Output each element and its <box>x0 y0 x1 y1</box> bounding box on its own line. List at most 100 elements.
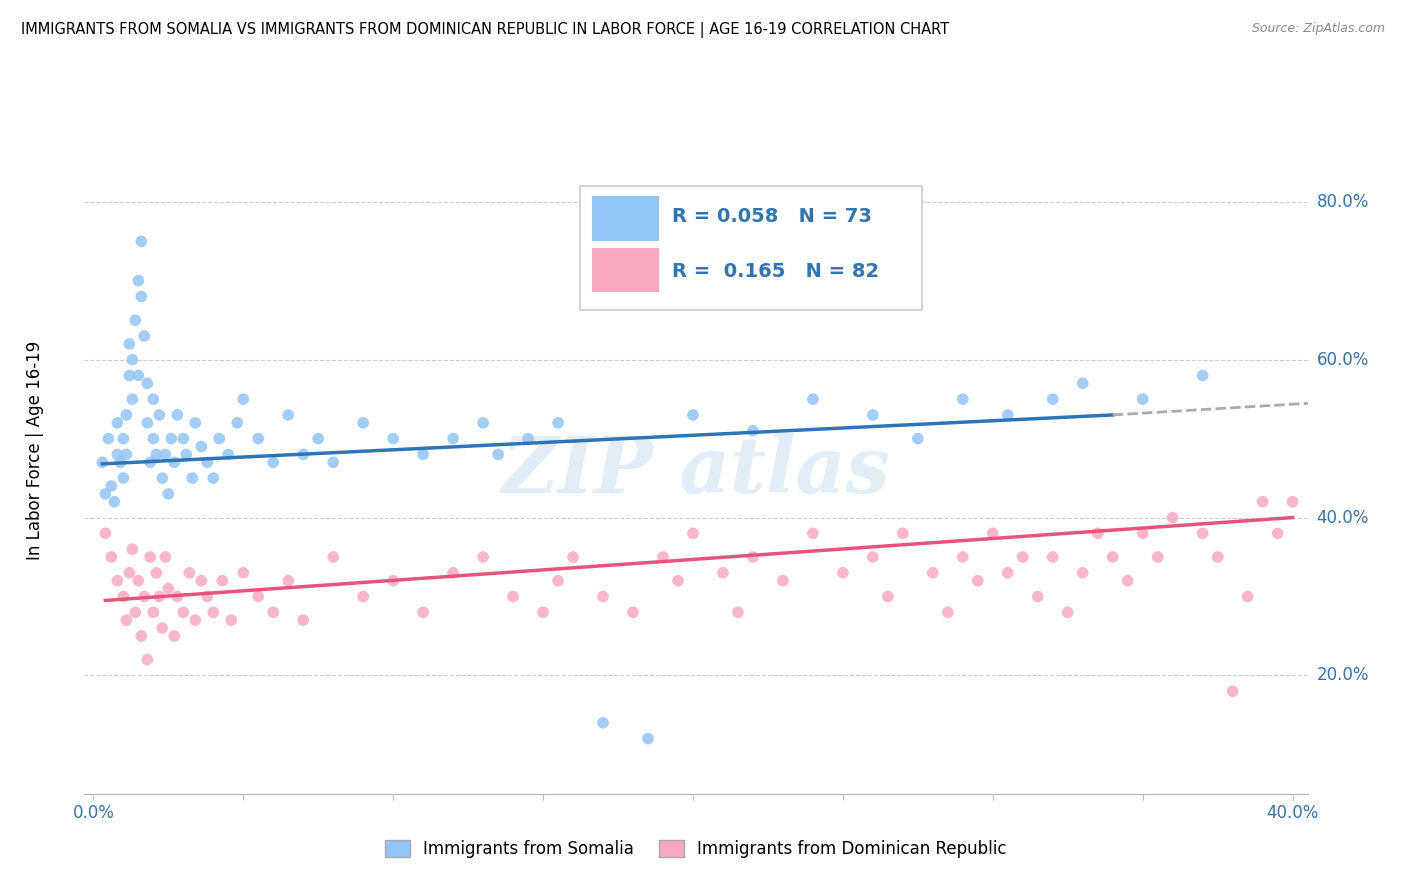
Point <box>621 605 644 619</box>
Point <box>952 392 974 406</box>
Point <box>226 416 249 430</box>
Point <box>145 447 167 461</box>
Point <box>277 408 299 422</box>
Point <box>682 408 704 422</box>
Point <box>184 416 207 430</box>
Text: R = 0.058   N = 73: R = 0.058 N = 73 <box>672 208 872 227</box>
Point <box>131 289 153 303</box>
Point <box>1116 574 1139 588</box>
FancyBboxPatch shape <box>592 196 659 241</box>
Point <box>232 392 254 406</box>
Point <box>118 368 141 383</box>
Legend: Immigrants from Somalia, Immigrants from Dominican Republic: Immigrants from Somalia, Immigrants from… <box>378 833 1014 864</box>
Text: 20.0%: 20.0% <box>1316 666 1369 684</box>
Point <box>711 566 734 580</box>
Point <box>190 440 212 454</box>
Text: 40.0%: 40.0% <box>1316 508 1369 526</box>
Point <box>131 629 153 643</box>
Point <box>127 274 149 288</box>
Point <box>891 526 914 541</box>
Point <box>1222 684 1244 698</box>
Text: 60.0%: 60.0% <box>1316 351 1369 368</box>
Point <box>307 432 329 446</box>
Point <box>592 715 614 730</box>
Point <box>190 574 212 588</box>
Point <box>148 408 170 422</box>
Point <box>202 605 225 619</box>
Point <box>157 582 180 596</box>
Point <box>148 590 170 604</box>
Point <box>163 629 186 643</box>
Point <box>1026 590 1049 604</box>
Point <box>172 605 194 619</box>
Point <box>262 455 284 469</box>
Point <box>145 566 167 580</box>
Text: 80.0%: 80.0% <box>1316 193 1369 211</box>
Point <box>155 447 177 461</box>
Point <box>91 455 114 469</box>
Point <box>1042 392 1064 406</box>
Point <box>382 432 405 446</box>
Point <box>150 621 173 635</box>
Point <box>217 447 239 461</box>
Point <box>666 574 689 588</box>
Point <box>652 549 675 564</box>
Point <box>742 549 765 564</box>
Point <box>115 408 138 422</box>
Text: R =  0.165   N = 82: R = 0.165 N = 82 <box>672 262 879 281</box>
Point <box>966 574 988 588</box>
Point <box>139 549 162 564</box>
Point <box>1161 510 1184 524</box>
Point <box>547 416 569 430</box>
Point <box>112 432 135 446</box>
Point <box>1132 526 1154 541</box>
Point <box>208 432 231 446</box>
Point <box>195 590 218 604</box>
Point <box>247 432 270 446</box>
Point <box>981 526 1004 541</box>
Point <box>592 590 614 604</box>
Point <box>94 526 117 541</box>
Point <box>163 455 186 469</box>
Point <box>1011 549 1033 564</box>
Point <box>907 432 929 446</box>
Point <box>412 605 434 619</box>
Point <box>486 447 509 461</box>
Point <box>112 471 135 485</box>
Point <box>105 447 128 461</box>
Point <box>118 566 141 580</box>
Point <box>105 574 128 588</box>
Point <box>292 447 315 461</box>
Point <box>105 416 128 430</box>
Point <box>179 566 201 580</box>
Text: In Labor Force | Age 16-19: In Labor Force | Age 16-19 <box>27 341 45 560</box>
Point <box>1206 549 1229 564</box>
Point <box>876 590 898 604</box>
Point <box>412 447 434 461</box>
Point <box>1251 495 1274 509</box>
Point <box>124 313 146 327</box>
Point <box>562 549 585 564</box>
Point <box>100 479 122 493</box>
Point <box>136 376 159 391</box>
Point <box>997 566 1019 580</box>
Point <box>472 416 495 430</box>
Text: Source: ZipAtlas.com: Source: ZipAtlas.com <box>1251 22 1385 36</box>
Point <box>952 549 974 564</box>
Point <box>921 566 943 580</box>
Point <box>121 392 143 406</box>
Point <box>115 613 138 627</box>
Point <box>441 432 464 446</box>
Point <box>772 574 794 588</box>
Point <box>247 590 270 604</box>
Point <box>322 455 344 469</box>
Point <box>115 447 138 461</box>
Point <box>1132 392 1154 406</box>
Point <box>142 392 165 406</box>
Point <box>110 455 132 469</box>
Point <box>1071 376 1094 391</box>
Point <box>157 487 180 501</box>
Point <box>195 455 218 469</box>
Point <box>352 416 374 430</box>
Point <box>517 432 540 446</box>
